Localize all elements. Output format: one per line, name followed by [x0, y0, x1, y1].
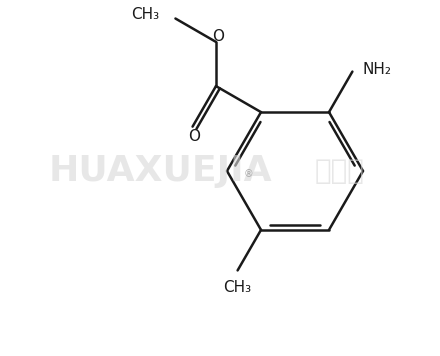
Text: ®: ® [243, 169, 253, 179]
Text: CH₃: CH₃ [131, 7, 159, 22]
Text: 化学加: 化学加 [315, 157, 365, 185]
Text: O: O [212, 30, 224, 44]
Text: CH₃: CH₃ [224, 281, 252, 295]
Text: NH₂: NH₂ [363, 62, 392, 77]
Text: HUAXUEJIA: HUAXUEJIA [48, 154, 272, 188]
Text: O: O [189, 129, 201, 144]
